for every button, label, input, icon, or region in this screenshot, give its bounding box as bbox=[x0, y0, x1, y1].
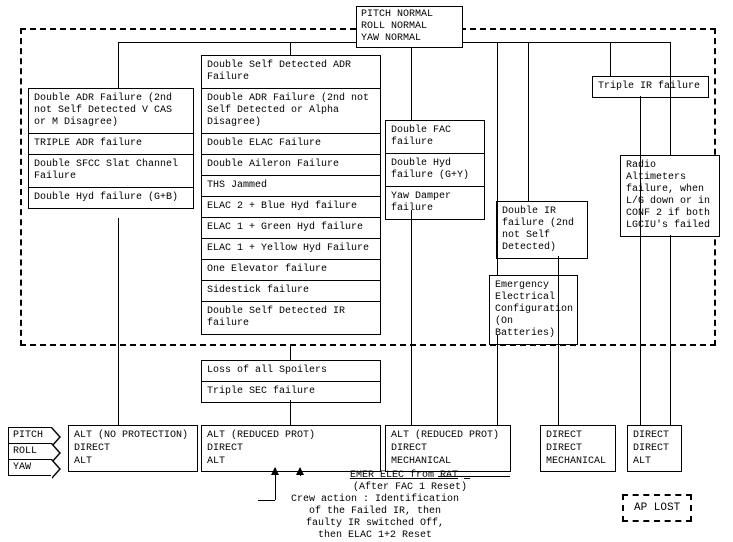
axis-pitch: PITCH bbox=[8, 427, 52, 444]
axis-labels: PITCH ROLL YAW bbox=[8, 427, 52, 475]
connector bbox=[640, 96, 641, 425]
col2-stack: Double Self Detected ADR FailureDouble A… bbox=[201, 55, 381, 335]
col1-stack: Double ADR Failure (2nd not Self Detecte… bbox=[28, 88, 194, 209]
failure-item: ELAC 2 + Blue Hyd failure bbox=[202, 197, 380, 218]
axis-roll: ROLL bbox=[8, 443, 52, 460]
failure-item: Double Hyd failure (G+Y) bbox=[386, 154, 484, 187]
col4-box: Emergency Electrical Configuration (On B… bbox=[489, 275, 578, 345]
failure-item: Double Self Detected IR failure bbox=[202, 302, 380, 334]
col2b-stack: Loss of all SpoilersTriple SEC failure bbox=[201, 360, 381, 403]
connector bbox=[290, 42, 291, 55]
connector bbox=[290, 400, 291, 425]
failure-item: One Elevator failure bbox=[202, 260, 380, 281]
failure-item: Double SFCC Slat Channel Failure bbox=[29, 155, 193, 188]
hdr-pitch: PITCH NORMAL bbox=[361, 9, 458, 21]
connector bbox=[528, 42, 529, 201]
note-emer-elec: EMER ELEC from RAT (After FAC 1 Reset) bbox=[310, 470, 510, 494]
law-col3: ALT (REDUCED PROT)DIRECTMECHANICAL bbox=[385, 425, 511, 472]
failure-item: ELAC 1 + Yellow Hyd Failure bbox=[202, 239, 380, 260]
arrow-head-icon bbox=[296, 467, 304, 475]
col3-stack: Double FAC failureDouble Hyd failure (G+… bbox=[385, 120, 485, 220]
connector bbox=[290, 345, 291, 360]
arrow-h bbox=[438, 476, 510, 477]
failure-item: Double ADR Failure (2nd not Self Detecte… bbox=[202, 89, 380, 134]
failure-item: ELAC 1 + Green Hyd failure bbox=[202, 218, 380, 239]
arrow-head-icon bbox=[271, 467, 279, 475]
note1-line2: (After FAC 1 Reset) bbox=[353, 482, 467, 493]
ap-lost-box: AP LOST bbox=[622, 494, 692, 522]
connector bbox=[411, 42, 412, 120]
connector bbox=[670, 42, 671, 155]
hdr-yaw: YAW NORMAL bbox=[361, 33, 458, 45]
failure-item: Sidestick failure bbox=[202, 281, 380, 302]
law-col5: DIRECTDIRECTMECHANICAL bbox=[540, 425, 616, 472]
failure-item: THS Jammed bbox=[202, 176, 380, 197]
col5-box: Double IR failure (2nd not Self Detected… bbox=[496, 201, 588, 259]
connector bbox=[610, 42, 611, 76]
connector bbox=[118, 42, 119, 88]
failure-item: Double Self Detected ADR Failure bbox=[202, 56, 380, 89]
law-col6: DIRECTDIRECTALT bbox=[627, 425, 682, 472]
failure-item: Yaw Damper failure bbox=[386, 187, 484, 219]
note-crew-action: Crew action : Identification of the Fail… bbox=[260, 494, 490, 542]
failure-item: Double Hyd failure (G+B) bbox=[29, 188, 193, 208]
law-col2: ALT (REDUCED PROT)DIRECTALT bbox=[201, 425, 381, 472]
header-box: PITCH NORMAL ROLL NORMAL YAW NORMAL bbox=[356, 6, 463, 48]
connector bbox=[558, 256, 559, 425]
failure-item: Triple SEC failure bbox=[202, 382, 380, 402]
col6-box: Triple IR failure bbox=[592, 76, 709, 98]
failure-item: Double ADR Failure (2nd not Self Detecte… bbox=[29, 89, 193, 134]
hdr-roll: ROLL NORMAL bbox=[361, 21, 458, 33]
failure-item: TRIPLE ADR failure bbox=[29, 134, 193, 155]
connector bbox=[497, 42, 498, 275]
axis-yaw: YAW bbox=[8, 459, 52, 476]
arrow-h bbox=[258, 500, 275, 501]
connector bbox=[118, 218, 119, 425]
failure-item: Loss of all Spoilers bbox=[202, 361, 380, 382]
failure-item: Double ELAC Failure bbox=[202, 134, 380, 155]
law-col1: ALT (NO PROTECTION)DIRECTALT bbox=[68, 425, 198, 472]
col7-box: Radio Altimeters failure, when L/G down … bbox=[620, 155, 720, 237]
failure-item: Double FAC failure bbox=[386, 121, 484, 154]
connector bbox=[411, 210, 412, 425]
connector bbox=[497, 335, 498, 425]
failure-item: Double Aileron Failure bbox=[202, 155, 380, 176]
connector bbox=[670, 235, 671, 425]
